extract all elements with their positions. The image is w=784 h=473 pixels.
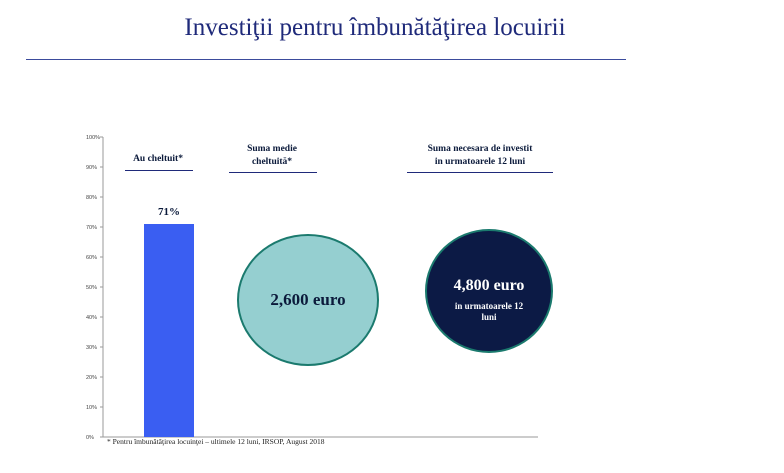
average-spent-circle: 2,600 euro (237, 234, 379, 366)
header-average-underline (229, 172, 317, 173)
title-underline (26, 59, 626, 60)
y-tick-label: 20% (86, 375, 97, 381)
footnote: * Pentru îmbunătăţirea locuinţei – ultim… (107, 437, 325, 446)
bar-value-label: 71% (158, 206, 180, 218)
average-spent-value: 2,600 euro (270, 290, 346, 309)
needed-investment-circle: 4,800 euro in urmatoarele 12 luni (425, 229, 553, 353)
bar-au-cheltuit (144, 224, 194, 437)
header-needed-line1: Suma necesara de investit (427, 144, 533, 154)
header-average: Suma medie cheltuită* (222, 143, 322, 169)
y-tick-label: 50% (86, 285, 97, 291)
header-spent: Au cheltuit* (133, 154, 183, 164)
header-needed: Suma necesara de investit in urmatoarele… (395, 143, 565, 169)
needed-investment-value: 4,800 euro (453, 277, 525, 294)
page-title: Investiţii pentru îmbunătăţirea locuirii (184, 14, 566, 41)
header-spent-underline (125, 170, 193, 171)
y-tick-label: 40% (86, 315, 97, 321)
y-tick-label: 70% (86, 225, 97, 231)
y-tick-label: 30% (86, 345, 97, 351)
y-tick-label: 0% (86, 435, 94, 441)
header-average-line2: cheltuită* (251, 157, 293, 167)
y-tick-label: 100% (86, 135, 100, 141)
header-average-line1: Suma medie (247, 144, 297, 154)
header-needed-line2: in urmatoarele 12 luni (434, 157, 526, 167)
y-tick-label: 10% (86, 405, 97, 411)
y-tick-label: 60% (86, 255, 97, 261)
header-needed-underline (407, 172, 553, 173)
needed-investment-subtext: in urmatoarele 12 luni (454, 301, 524, 322)
y-tick-label: 80% (86, 195, 97, 201)
y-tick-label: 90% (86, 165, 97, 171)
